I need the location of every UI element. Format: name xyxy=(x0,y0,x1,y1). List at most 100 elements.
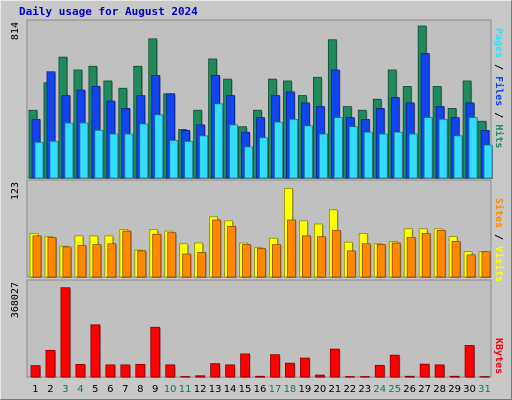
day-label-28: 28 xyxy=(433,384,446,395)
pages-bar-25 xyxy=(393,131,403,179)
sites-bar-8 xyxy=(137,250,147,278)
sites-bar-2 xyxy=(47,237,57,278)
day-label-31: 31 xyxy=(478,384,491,395)
kbytes-bar-29 xyxy=(449,375,460,378)
sites-bar-16 xyxy=(257,248,266,278)
pages-bar-3 xyxy=(64,122,74,179)
pages-bar-24 xyxy=(378,133,388,179)
sites-bar-30 xyxy=(466,254,476,278)
sites-bar-7 xyxy=(122,230,132,278)
pages-bar-29 xyxy=(453,135,463,179)
day-label-5: 5 xyxy=(92,384,98,395)
day-label-13: 13 xyxy=(209,384,222,395)
day-label-15: 15 xyxy=(239,384,252,395)
pages-bar-22 xyxy=(348,126,358,179)
pages-bar-31 xyxy=(483,144,493,179)
pages-bar-5 xyxy=(94,129,104,179)
pages-bar-2 xyxy=(49,140,59,179)
sites-bar-29 xyxy=(451,240,461,278)
kbytes-bar-21 xyxy=(329,348,340,378)
pages-bar-16 xyxy=(259,137,268,179)
pages-bar-18 xyxy=(289,118,298,179)
chart-title: Daily usage for August 2024 xyxy=(19,5,198,18)
pages-bar-13 xyxy=(214,103,224,179)
kbytes-bar-29-shadow xyxy=(451,377,461,378)
sites-bar-21 xyxy=(331,229,341,278)
pages-bar-27 xyxy=(423,117,433,179)
sites-bar-18 xyxy=(287,219,296,278)
day-label-14: 14 xyxy=(224,384,237,395)
sites-bar-11 xyxy=(182,253,192,278)
kbytes-bar-17 xyxy=(270,354,280,378)
day-label-19: 19 xyxy=(299,384,312,395)
day-label-8: 8 xyxy=(137,384,143,395)
kbytes-bar-4 xyxy=(75,363,86,378)
pages-bar-11 xyxy=(184,140,194,179)
legend-sites-visits: Sites / Visits xyxy=(493,198,505,282)
pages-bar-1 xyxy=(34,141,44,179)
day-label-10: 10 xyxy=(164,384,177,395)
kbytes-bar-15 xyxy=(240,353,250,378)
kbytes-bar-27 xyxy=(419,363,430,378)
kbytes-bar-25 xyxy=(389,354,400,378)
panel-1-max-label: 814 xyxy=(10,22,21,40)
sites-bar-3 xyxy=(62,246,72,278)
pages-bar-15 xyxy=(244,146,253,179)
sites-bar-1 xyxy=(32,235,42,278)
sites-bar-25 xyxy=(391,242,401,278)
pages-bar-28 xyxy=(438,118,448,179)
day-label-27: 27 xyxy=(418,384,431,395)
day-label-4: 4 xyxy=(77,384,83,395)
pages-bar-7 xyxy=(124,133,134,179)
day-label-21: 21 xyxy=(328,384,341,395)
sites-bar-5 xyxy=(92,244,102,278)
pages-bar-21 xyxy=(333,117,343,179)
sites-bar-24 xyxy=(376,244,386,278)
kbytes-bar-3 xyxy=(60,287,71,378)
pages-bar-4 xyxy=(79,122,89,179)
kbytes-bar-8 xyxy=(135,363,146,378)
sites-bar-17 xyxy=(272,244,281,278)
kbytes-bar-18 xyxy=(285,362,295,378)
day-label-24: 24 xyxy=(373,384,386,395)
kbytes-bar-20 xyxy=(314,374,325,378)
day-label-6: 6 xyxy=(107,384,113,395)
day-label-12: 12 xyxy=(194,384,207,395)
panel-2-max-label: 123 xyxy=(10,182,21,200)
pages-bar-17 xyxy=(274,121,283,179)
pages-bar-12 xyxy=(199,135,209,179)
sites-bar-6 xyxy=(107,243,117,278)
day-label-16: 16 xyxy=(254,384,267,395)
panel-3-max-label: 368027 xyxy=(10,282,21,318)
kbytes-bar-5 xyxy=(90,324,101,378)
day-label-23: 23 xyxy=(358,384,371,395)
pages-bar-30 xyxy=(468,117,478,179)
kbytes-bar-16-shadow xyxy=(256,377,266,378)
day-label-26: 26 xyxy=(403,384,416,395)
day-label-9: 9 xyxy=(152,384,158,395)
sites-bar-9 xyxy=(152,233,162,278)
day-label-2: 2 xyxy=(47,384,53,395)
kbytes-bar-12 xyxy=(195,375,206,378)
day-label-11: 11 xyxy=(179,384,192,395)
kbytes-bar-24 xyxy=(374,364,385,378)
kbytes-bar-13 xyxy=(210,363,221,378)
day-label-22: 22 xyxy=(343,384,356,395)
kbytes-bar-9 xyxy=(150,326,161,378)
sites-bar-27 xyxy=(421,233,431,278)
panel-3 xyxy=(26,279,492,378)
pages-bar-23 xyxy=(363,131,373,179)
pages-bar-19 xyxy=(304,125,313,179)
sites-bar-28 xyxy=(436,229,446,278)
sites-bar-4 xyxy=(77,244,87,278)
sites-bar-31 xyxy=(481,251,491,278)
pages-bar-9 xyxy=(154,114,164,179)
sites-bar-12 xyxy=(197,252,207,278)
kbytes-bar-2 xyxy=(45,349,56,378)
pages-bar-8 xyxy=(139,123,149,179)
day-label-30: 30 xyxy=(463,384,476,395)
sites-bar-15 xyxy=(242,244,251,278)
kbytes-bar-30 xyxy=(464,345,475,378)
day-label-20: 20 xyxy=(314,384,327,395)
kbytes-bar-1 xyxy=(30,365,41,378)
